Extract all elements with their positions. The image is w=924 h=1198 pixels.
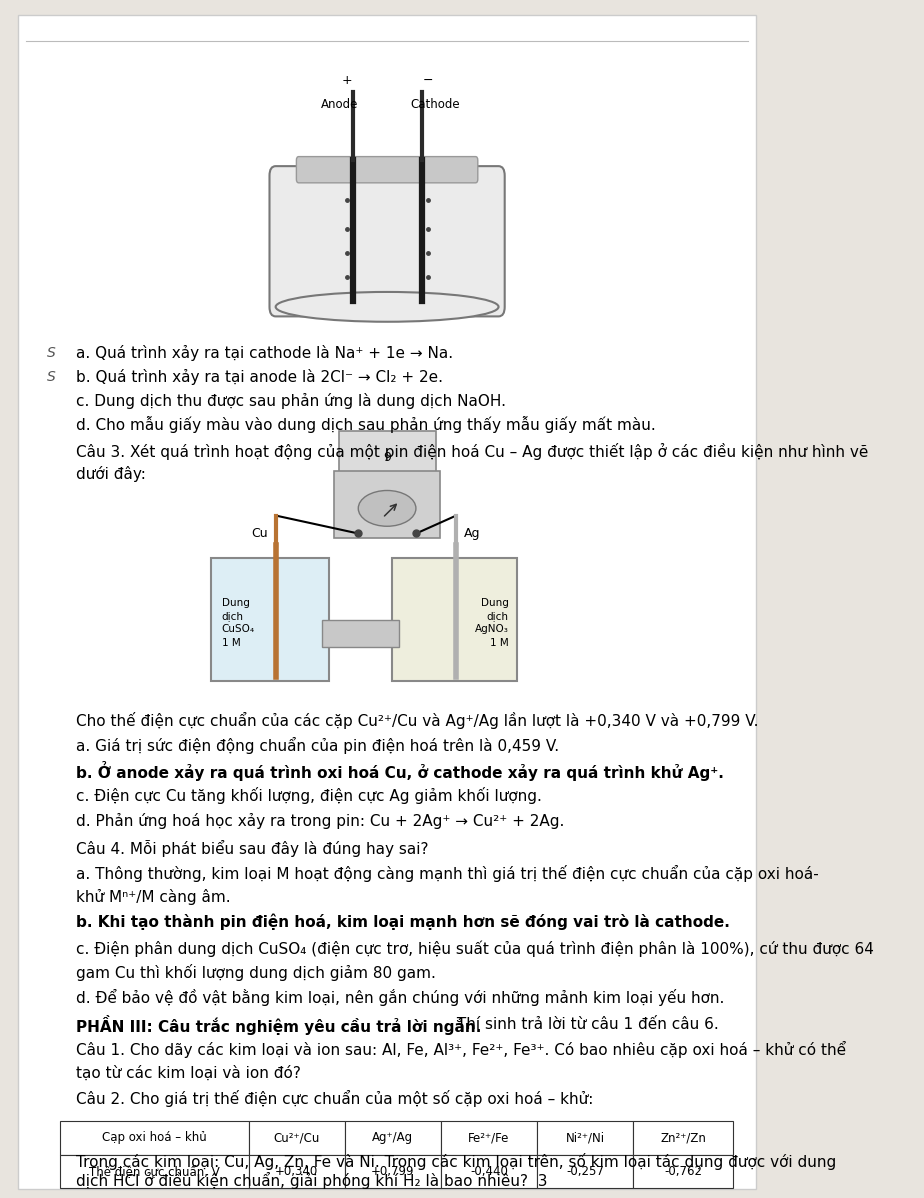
Text: Câu 3. Xét quá trình hoạt động của một pin điện hoá Cu – Ag được thiết lập ở các: Câu 3. Xét quá trình hoạt động của một p… [76,442,869,460]
Text: c. Dung dịch thu được sau phản ứng là dung dịch NaOH.: c. Dung dịch thu được sau phản ứng là du… [76,393,505,409]
FancyBboxPatch shape [211,558,329,682]
Bar [278,198,496,304]
Bar [249,1155,345,1188]
Text: Cathode: Cathode [410,97,459,110]
Text: Trong các kim loại: Cu, Ag, Zn, Fe và Ni. Trong các kim loại trên, số kim loại t: Trong các kim loại: Cu, Ag, Zn, Fe và Ni… [76,1154,836,1170]
Bar [60,1121,249,1155]
Text: gam Cu thì khối lượng dung dịch giảm 80 gam.: gam Cu thì khối lượng dung dịch giảm 80 … [76,963,436,981]
Text: Fe²⁺/Fe: Fe²⁺/Fe [468,1131,510,1144]
Text: a. Giá trị sức điện động chuẩn của pin điện hoá trên là 0,459 V.: a. Giá trị sức điện động chuẩn của pin đ… [76,737,559,755]
Text: 9: 9 [383,450,391,464]
Text: Ni²⁺/Ni: Ni²⁺/Ni [565,1131,604,1144]
Text: c. Điện cực Cu tăng khối lượng, điện cực Ag giảm khối lượng.: c. Điện cực Cu tăng khối lượng, điện cực… [76,787,541,804]
FancyBboxPatch shape [297,157,478,183]
Text: Cu: Cu [251,527,268,540]
Bar [441,1121,537,1155]
Text: Thế điện cực chuẩn, V: Thế điện cực chuẩn, V [90,1164,220,1178]
Bar [249,1121,345,1155]
Text: Zn²⁺/Zn: Zn²⁺/Zn [660,1131,706,1144]
Bar [537,1121,633,1155]
Text: +0,799: +0,799 [371,1164,415,1178]
Text: dịch HCl ở điều kiện chuẩn, giải phóng khí H₂ là bao nhiêu?  3: dịch HCl ở điều kiện chuẩn, giải phóng k… [76,1173,547,1190]
Text: -0,440: -0,440 [470,1164,508,1178]
Text: Ag⁺/Ag: Ag⁺/Ag [372,1131,413,1144]
Text: b. Quá trình xảy ra tại anode là 2Cl⁻ → Cl₂ + 2e.: b. Quá trình xảy ra tại anode là 2Cl⁻ → … [76,369,443,386]
Text: Thí sinh trả lời từ câu 1 đến câu 6.: Thí sinh trả lời từ câu 1 đến câu 6. [453,1017,719,1033]
Text: Câu 2. Cho giá trị thế điện cực chuẩn của một số cặp oxi hoá – khử:: Câu 2. Cho giá trị thế điện cực chuẩn củ… [76,1090,593,1107]
FancyBboxPatch shape [18,14,756,1190]
Text: dưới đây:: dưới đây: [76,466,146,482]
Text: b. Khi tạo thành pin điện hoá, kim loại mạnh hơn sẽ đóng vai trò là cathode.: b. Khi tạo thành pin điện hoá, kim loại … [76,914,730,931]
Text: +: + [342,74,352,86]
Text: Câu 1. Cho dãy các kim loại và ion sau: Al, Fe, Al³⁺, Fe²⁺, Fe³⁺. Có bao nhiêu c: Câu 1. Cho dãy các kim loại và ion sau: … [76,1041,845,1058]
FancyBboxPatch shape [339,431,435,483]
FancyBboxPatch shape [322,621,398,647]
Bar [441,1155,537,1188]
Text: -0,762: -0,762 [664,1164,702,1178]
Text: Cạp oxi hoá – khủ: Cạp oxi hoá – khủ [103,1131,207,1144]
Text: Cu²⁺/Cu: Cu²⁺/Cu [274,1131,320,1144]
Bar [633,1155,733,1188]
Text: tạo từ các kim loại và ion đó?: tạo từ các kim loại và ion đó? [76,1066,300,1081]
Bar [345,1121,441,1155]
Text: S: S [47,370,55,385]
Bar [633,1121,733,1155]
Text: khử Mⁿ⁺/M càng âm.: khử Mⁿ⁺/M càng âm. [76,889,230,906]
Text: +0,340: +0,340 [275,1164,319,1178]
Bar [537,1155,633,1188]
Text: PHẦN III: Câu trắc nghiệm yêu cầu trả lời ngắn.: PHẦN III: Câu trắc nghiệm yêu cầu trả lờ… [76,1015,481,1035]
Text: Dung
dịch
AgNO₃
1 M: Dung dịch AgNO₃ 1 M [475,598,508,648]
Text: -0,257: -0,257 [566,1164,604,1178]
Ellipse shape [275,292,499,322]
Ellipse shape [359,490,416,526]
Text: c. Điện phân dung dịch CuSO₄ (điện cực trơ, hiệu suất của quá trình điện phân là: c. Điện phân dung dịch CuSO₄ (điện cực t… [76,940,874,957]
Text: a. Quá trình xảy ra tại cathode là Na⁺ + 1e → Na.: a. Quá trình xảy ra tại cathode là Na⁺ +… [76,345,453,362]
Text: Dung
dịch
CuSO₄
1 M: Dung dịch CuSO₄ 1 M [222,598,255,648]
Text: d. Để bảo vệ đồ vật bằng kim loại, nên gắn chúng với những mảnh kim loại yếu hơn: d. Để bảo vệ đồ vật bằng kim loại, nên g… [76,988,724,1006]
Text: d. Phản ứng hoá học xảy ra trong pin: Cu + 2Ag⁺ → Cu²⁺ + 2Ag.: d. Phản ứng hoá học xảy ra trong pin: Cu… [76,812,565,829]
Bar [60,1155,249,1188]
Text: b. Ở anode xảy ra quá trình oxi hoá Cu, ở cathode xảy ra quá trình khử Ag⁺.: b. Ở anode xảy ra quá trình oxi hoá Cu, … [76,761,723,781]
FancyBboxPatch shape [392,558,517,682]
FancyBboxPatch shape [270,167,505,316]
Text: Anode: Anode [321,97,359,110]
Text: S: S [47,346,55,361]
FancyBboxPatch shape [334,471,440,538]
Text: −: − [422,74,433,86]
Text: d. Cho mẫu giấy màu vào dung dịch sau phản ứng thấy mẫu giấy mất màu.: d. Cho mẫu giấy màu vào dung dịch sau ph… [76,417,655,434]
Text: Cho thế điện cực chuẩn của các cặp Cu²⁺/Cu và Ag⁺/Ag lần lượt là +0,340 V và +0,: Cho thế điện cực chuẩn của các cặp Cu²⁺/… [76,712,759,730]
Text: Ag: Ag [464,527,480,540]
Bar [345,1155,441,1188]
Text: Câu 4. Mỗi phát biểu sau đây là đúng hay sai?: Câu 4. Mỗi phát biểu sau đây là đúng hay… [76,840,429,857]
Text: a. Thông thường, kim loại M hoạt động càng mạnh thì giá trị thế điện cực chuẩn c: a. Thông thường, kim loại M hoạt động cà… [76,865,819,882]
